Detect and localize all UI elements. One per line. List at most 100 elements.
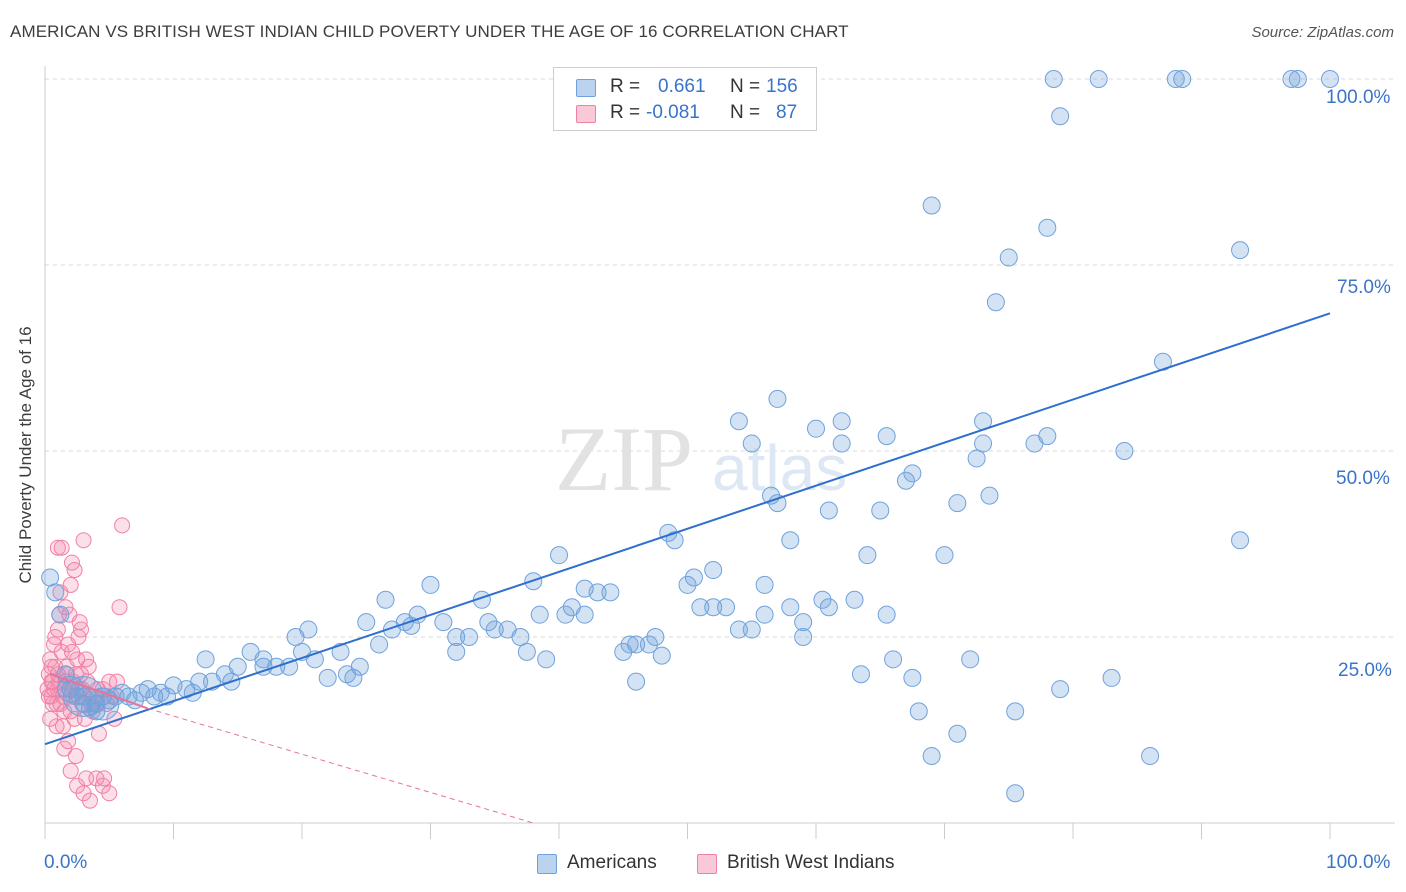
watermark: ZIP atlas (555, 408, 847, 510)
bwi-point (53, 539, 70, 556)
americans-point (421, 575, 440, 594)
legend-r-value: 0.661 (658, 76, 706, 97)
americans-point (742, 434, 761, 453)
americans-point (1141, 747, 1160, 766)
americans-point (858, 546, 877, 565)
americans-point (588, 583, 607, 602)
americans-point (665, 531, 684, 550)
americans-point (228, 657, 247, 676)
americans-point (794, 628, 813, 646)
bwi-point (49, 539, 66, 556)
bwi-point (62, 576, 79, 593)
americans-point (254, 657, 273, 676)
bwi-point (108, 673, 125, 690)
bwi-points (39, 517, 131, 809)
americans-point (280, 657, 299, 676)
americans-point (1051, 680, 1070, 699)
americans-point (704, 561, 723, 580)
bottom-legend-swatch-americans (537, 854, 557, 874)
americans-point (813, 590, 832, 609)
americans-point (1173, 70, 1192, 88)
americans-point (896, 471, 915, 490)
bwi-point (62, 762, 79, 779)
americans-point (877, 427, 896, 446)
americans-point (537, 650, 556, 669)
americans-point (68, 687, 87, 706)
americans-trendline (44, 312, 1331, 746)
trendlines (44, 312, 1331, 824)
bwi-point (71, 614, 88, 631)
bwi-point (114, 517, 131, 534)
bwi-point (42, 710, 59, 727)
bwi-point (96, 770, 113, 787)
americans-point (511, 628, 530, 646)
x-tick-label-max: 100.0% (1326, 852, 1391, 873)
americans-point (832, 412, 851, 431)
americans-point (729, 412, 748, 431)
legend-r-value: -0.081 (646, 102, 700, 123)
americans-point (935, 546, 954, 565)
y-tick-label-50: 50.0% (1336, 468, 1390, 489)
americans-point (1288, 70, 1307, 88)
legend-r-label: R = (610, 102, 641, 123)
americans-point (851, 665, 870, 684)
americans-point (299, 620, 318, 639)
legend-n-value: 156 (766, 76, 798, 97)
bottom-legend-label-bwi: British West Indians (727, 852, 895, 873)
y-tick-label-100: 100.0% (1326, 87, 1391, 108)
americans-point (1166, 70, 1185, 88)
americans-point (479, 613, 498, 632)
americans-point (691, 598, 710, 617)
americans-point (729, 620, 748, 639)
americans-point (550, 546, 568, 565)
axes (44, 66, 1395, 839)
americans-point (980, 486, 999, 505)
legend-swatch-bwi (576, 105, 596, 123)
americans-point (627, 672, 646, 691)
americans-point (318, 668, 337, 687)
bwi-point (57, 599, 74, 616)
americans-point (627, 635, 646, 654)
legend-n-label: N = (730, 102, 761, 123)
americans-point (1115, 442, 1134, 460)
americans-point (909, 702, 928, 721)
americans-point (755, 575, 774, 594)
americans-point (832, 434, 851, 453)
americans-point (408, 605, 427, 624)
y-tick-label-75: 75.0% (1337, 277, 1391, 298)
watermark-atlas: atlas (712, 432, 847, 504)
americans-point (402, 616, 421, 635)
americans-point (196, 650, 215, 669)
americans-point (871, 501, 890, 520)
americans-point (704, 598, 723, 617)
americans-point (768, 389, 787, 408)
americans-point (639, 635, 658, 654)
bwi-point (111, 599, 128, 616)
bwi-trendline-dashed (147, 707, 534, 824)
y-tick-label-25: 25.0% (1338, 660, 1392, 681)
americans-point (1038, 427, 1057, 446)
americans-point (1044, 70, 1063, 88)
legend-n-label: N = (730, 76, 761, 97)
americans-point (51, 605, 70, 624)
americans-point (74, 687, 93, 706)
bwi-point (56, 740, 73, 757)
americans-point (1006, 702, 1025, 721)
americans-point (87, 702, 106, 721)
bottom-legend-label-americans: Americans (567, 852, 657, 873)
bwi-point (75, 532, 92, 549)
legend-r-label: R = (610, 76, 641, 97)
americans-point (646, 628, 665, 646)
americans-point (768, 494, 787, 513)
americans-point (434, 613, 453, 632)
americans-point (530, 605, 549, 624)
americans-points (41, 70, 1339, 803)
americans-point (845, 590, 864, 609)
watermark-zip: ZIP (555, 408, 693, 510)
bottom-legend-swatch-bwi (697, 854, 717, 874)
americans-point (948, 494, 967, 513)
americans-point (684, 568, 703, 587)
americans-point (967, 449, 986, 468)
americans-point (46, 583, 65, 602)
americans-point (1231, 531, 1250, 550)
